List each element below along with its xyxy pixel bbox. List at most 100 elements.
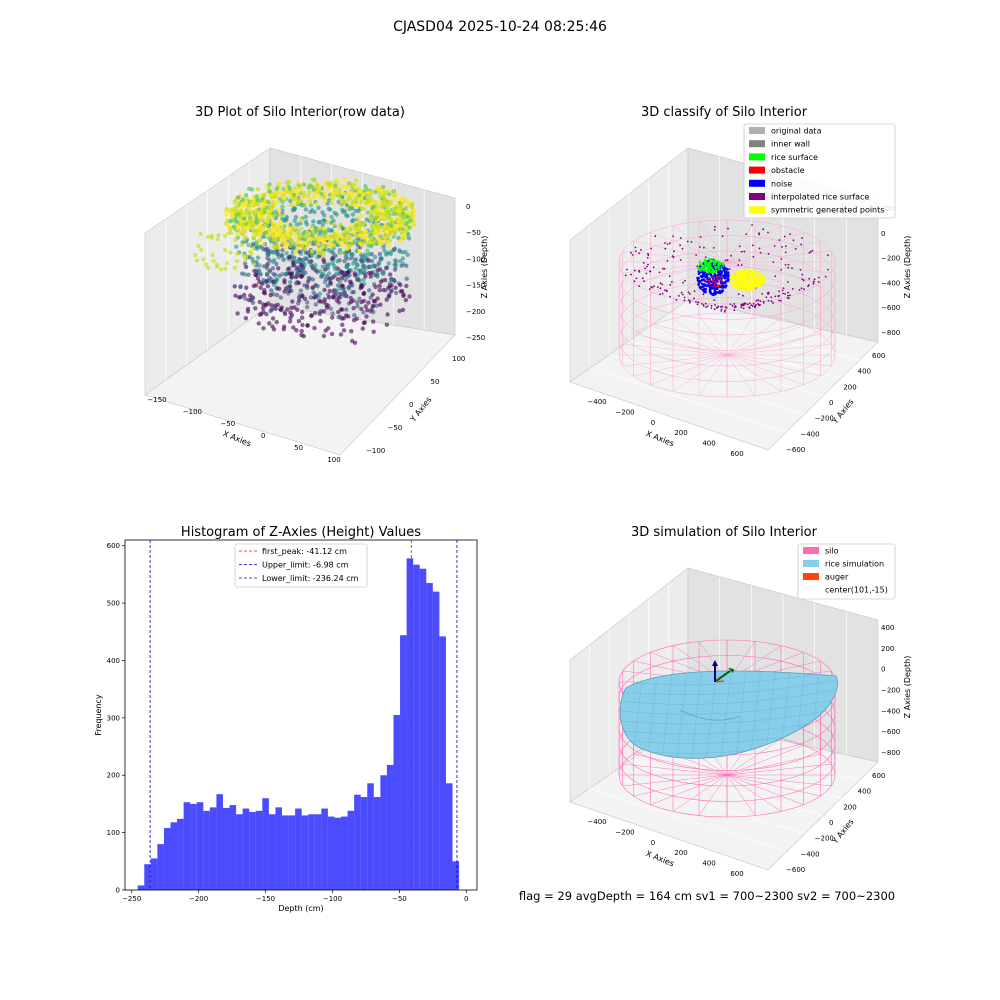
histogram-bar [426, 583, 433, 890]
histogram-bar [163, 828, 171, 890]
simulation-y-tick-label: 400 [858, 788, 871, 796]
histogram-title: Histogram of Z-Axies (Height) Values [181, 525, 421, 540]
histogram-bar [413, 564, 420, 890]
histogram-bar [170, 822, 178, 890]
panel-classify: 3D classify of Silo Interior −400 −200 0 20… [569, 105, 912, 458]
histogram-bar [439, 636, 446, 890]
simulation-title: 3D simulation of Silo Interior [631, 525, 818, 540]
histogram-y-tick-label: 600 [107, 542, 120, 550]
histogram-bar [196, 802, 204, 890]
classify-z-tick-label: −600 [881, 304, 900, 312]
legend-swatch [749, 153, 765, 161]
histogram-x-tick-label: −200 [189, 895, 208, 903]
histogram-bar [183, 802, 191, 890]
histogram-bar [354, 794, 361, 890]
simulation-z-label: Z Axies (Depth) [903, 656, 912, 719]
simulation-x-ticks: −400 −200 0 200 400 600 [587, 818, 743, 878]
histogram-bar [386, 764, 394, 890]
raw-x-tick-label: −150 [147, 396, 166, 404]
histogram-y-tick-label: 200 [107, 772, 120, 780]
histogram-y-tick-label: 0 [116, 887, 120, 895]
classify-y-tick-label: 600 [872, 352, 885, 360]
histogram-bar [373, 797, 381, 890]
histogram-legend-label: first_peak: -41.12 cm [262, 547, 347, 556]
classify-y-tick-label: −600 [786, 446, 805, 454]
histogram-frame [124, 539, 478, 891]
classify-z-tick-label: −800 [881, 329, 900, 337]
simulation-z-tick-label: −400 [881, 707, 900, 715]
histogram-y-tick-label: 500 [107, 600, 120, 608]
raw-x-tick-label: −50 [220, 420, 235, 428]
classify-silo-wireframe [618, 219, 836, 398]
histogram-bar [150, 858, 158, 890]
simulation-z-tick-label: 0 [881, 666, 885, 674]
histogram-bar [452, 861, 460, 890]
classify-obstacle-clusters [696, 258, 766, 297]
classify-title: 3D classify of Silo Interior [641, 105, 808, 120]
histogram-bar [209, 807, 217, 890]
raw-x-tick-label: 100 [327, 456, 340, 464]
simulation-y-tick-label: 600 [872, 772, 885, 780]
legend-label: interpolated rice surface [771, 193, 869, 202]
classify-y-label: Y Axies [830, 397, 856, 426]
simulation-z-tick-label: −200 [881, 687, 900, 695]
legend-label: center(101,-15) [825, 586, 888, 595]
histogram-y-tick-label: 400 [107, 657, 120, 665]
classify-y-tick-label: −400 [800, 430, 819, 438]
histogram-bar [341, 816, 348, 890]
histogram-bar [249, 811, 256, 890]
histogram-bar [406, 558, 414, 890]
rice-simulation-surface [619, 670, 838, 759]
histogram-bar [393, 715, 401, 890]
histogram-bar [432, 591, 440, 890]
raw-y-tick-label: −100 [366, 447, 385, 455]
raw-y-tick-label: 50 [431, 378, 440, 386]
raw-scatter-points [193, 176, 417, 345]
raw-z-tick-label: −100 [466, 255, 485, 263]
legend-label: noise [771, 179, 792, 188]
histogram-x-tick-label: −100 [323, 895, 342, 903]
classify-x-tick-label: 200 [674, 429, 687, 437]
histogram-bar [367, 783, 374, 890]
histogram-bar [275, 807, 282, 890]
simulation-y-tick-label: −200 [815, 835, 834, 843]
legend-swatch [749, 127, 765, 134]
raw-y-ticks: 100 50 0 −50 −100 [366, 355, 465, 455]
histogram-bar [314, 814, 322, 890]
histogram-bars [137, 558, 460, 890]
simulation-z-tick-label: 200 [881, 645, 894, 653]
histogram-limit-lines [149, 540, 458, 890]
histogram-bar [216, 794, 223, 890]
raw-z-tick-label: 0 [466, 203, 470, 211]
classify-z-tick-label: 0 [881, 230, 885, 238]
histogram-x-tick-label: −250 [122, 895, 141, 903]
legend-label: symmetric generated points [771, 206, 884, 215]
status-footer: flag = 29 avgDepth = 164 cm sv1 = 700~23… [519, 889, 895, 903]
auger-arrows [712, 660, 734, 683]
raw-y-tick-label: 0 [409, 401, 413, 409]
legend-label: original data [771, 127, 822, 136]
histogram-bar [144, 864, 151, 890]
classify-z-tick-label: −400 [881, 279, 900, 287]
simulation-y-tick-label: 200 [843, 803, 856, 811]
legend-swatch [749, 193, 765, 200]
panel-histogram: Histogram of Z-Axies (Height) Values −25… [94, 525, 478, 913]
legend-label: rice surface [771, 153, 818, 162]
raw-z-tick-label: −50 [466, 229, 481, 237]
legend-swatch [749, 140, 765, 148]
histogram-bar [308, 814, 315, 890]
raw-x-tick-label: 50 [294, 444, 303, 452]
histogram-bar [137, 885, 145, 890]
histogram-legend: first_peak: -41.12 cm Upper_limit: -6.98 … [234, 543, 368, 588]
simulation-y-tick-label: −400 [800, 850, 819, 858]
histogram-bar [157, 844, 164, 890]
histogram-bar [255, 810, 263, 890]
legend-swatch [749, 179, 765, 187]
raw-x-tick-label: −100 [183, 408, 202, 416]
histogram-bar [419, 568, 427, 890]
histogram-x-tick-label: −50 [392, 895, 407, 903]
classify-x-ticks: −400 −200 0 200 400 600 [587, 398, 743, 458]
legend-label: rice simulation [825, 560, 884, 569]
